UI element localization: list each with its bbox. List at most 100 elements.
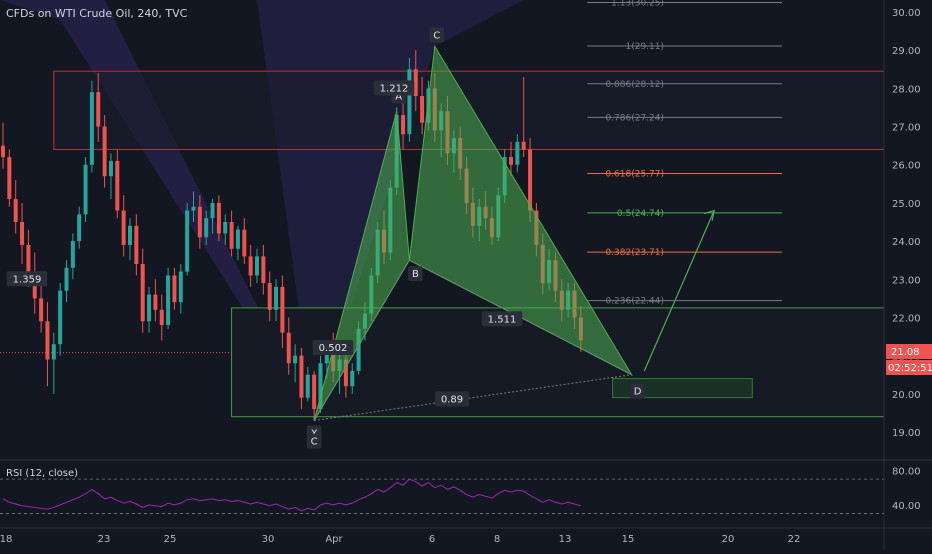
candle-body bbox=[324, 348, 329, 364]
price-tick: 30.00 bbox=[892, 8, 921, 19]
time-tick: 23 bbox=[98, 534, 111, 545]
label-d-bg bbox=[630, 383, 645, 399]
candle-body bbox=[89, 92, 94, 165]
candle-body bbox=[280, 286, 285, 333]
candle-body bbox=[77, 214, 82, 242]
candle-body bbox=[166, 275, 171, 326]
candle-body bbox=[356, 328, 361, 371]
candle-body bbox=[83, 164, 88, 215]
candle-body bbox=[274, 286, 279, 310]
candle-body bbox=[13, 199, 18, 222]
candle-body bbox=[293, 355, 298, 364]
candle-body bbox=[350, 370, 355, 387]
price-tick: 29.00 bbox=[892, 46, 921, 57]
candle-body bbox=[70, 241, 75, 268]
candle-body bbox=[191, 206, 196, 211]
ratio-ac: 1.212 bbox=[380, 83, 409, 94]
time-tick: 13 bbox=[559, 534, 572, 545]
price-tick: 24.00 bbox=[892, 237, 921, 248]
ratio-xd-bg bbox=[435, 391, 469, 407]
ratio-left-bg bbox=[6, 271, 48, 287]
candle-body bbox=[51, 344, 56, 360]
candle-body bbox=[45, 321, 50, 360]
time-tick: 20 bbox=[722, 534, 735, 545]
candle-body bbox=[134, 225, 139, 264]
candle-body bbox=[96, 92, 101, 127]
candle-body bbox=[115, 160, 120, 211]
candle-body bbox=[413, 69, 418, 96]
candle-body bbox=[261, 256, 266, 284]
candle-body bbox=[267, 283, 272, 310]
price-tick: 26.00 bbox=[892, 161, 921, 172]
candle-body bbox=[7, 157, 12, 200]
candle-body bbox=[235, 229, 240, 249]
candle-body bbox=[26, 244, 31, 272]
candle-body bbox=[223, 222, 228, 234]
candle-body bbox=[197, 206, 202, 238]
chart-title: CFDs on WTI Crude Oil, 240, TVC bbox=[6, 7, 188, 20]
time-tick: 6 bbox=[429, 534, 435, 545]
xd-line bbox=[314, 374, 632, 422]
candle-body bbox=[312, 374, 317, 410]
d-zone-box bbox=[612, 378, 753, 399]
countdown-label: 02:52:51 bbox=[888, 363, 932, 374]
candle-body bbox=[128, 225, 132, 245]
time-tick: 30 bbox=[262, 534, 275, 545]
current-price-label: 21.08 bbox=[891, 347, 920, 358]
candle-body bbox=[210, 202, 215, 219]
time-tick: 8 bbox=[494, 534, 500, 545]
candle-body bbox=[248, 256, 253, 276]
target-arrow-line bbox=[643, 210, 715, 372]
time-tick: 25 bbox=[164, 534, 177, 545]
fib-label: 0.886(28.12) bbox=[605, 80, 664, 90]
candle-body bbox=[58, 290, 63, 345]
label-c-bottom: C bbox=[311, 437, 318, 448]
label-a: A bbox=[395, 91, 402, 102]
candle-body bbox=[299, 355, 304, 398]
xb-line bbox=[313, 259, 410, 421]
candle-body bbox=[178, 271, 183, 303]
fib-label: 0.5(24.74) bbox=[617, 209, 664, 219]
price-tick: 19.00 bbox=[892, 428, 921, 439]
rsi-tick: 40.00 bbox=[892, 501, 921, 512]
label-d: D bbox=[634, 387, 642, 398]
candle-body bbox=[20, 222, 25, 245]
time-tick: 22 bbox=[788, 534, 801, 545]
fib-label: 1.13(30.25) bbox=[611, 0, 664, 8]
candle-body bbox=[204, 218, 209, 238]
price-tick: 22.00 bbox=[892, 313, 921, 324]
label-c-top-bg bbox=[429, 27, 445, 43]
candle-body bbox=[401, 115, 406, 135]
candle-body bbox=[108, 160, 113, 177]
fib-levels: 1.13(30.25) 1(29.11) 0.886(28.12) 0.786(27.… bbox=[587, 0, 782, 307]
current-price-tag bbox=[886, 344, 932, 359]
candle-body bbox=[216, 202, 221, 234]
candle-body bbox=[102, 126, 107, 177]
candle-body bbox=[159, 309, 164, 326]
ratio-ac-bg bbox=[373, 80, 415, 96]
rsi-title: RSI (12, close) bbox=[6, 468, 78, 479]
candle-body bbox=[286, 332, 291, 364]
ratio-bd-bg bbox=[481, 311, 523, 327]
ratio-xb: 0.502 bbox=[319, 343, 348, 354]
ratio-xb-bg bbox=[312, 340, 354, 355]
rsi-line bbox=[2, 478, 581, 512]
price-tick: 25.00 bbox=[892, 199, 921, 210]
price-tick: 20.00 bbox=[892, 390, 921, 401]
rsi-tick: 80.00 bbox=[892, 467, 921, 478]
fib-label: 0.382(23.71) bbox=[605, 248, 664, 258]
candle-body bbox=[172, 275, 177, 303]
candle-body bbox=[147, 294, 152, 322]
candle-body bbox=[121, 210, 126, 245]
time-tick: 18 bbox=[0, 534, 12, 545]
fib-label: 0.618(25.77) bbox=[605, 170, 664, 180]
price-tick: 28.00 bbox=[892, 84, 921, 95]
candle-body bbox=[39, 298, 44, 322]
candle-body bbox=[242, 229, 247, 257]
candle-body bbox=[229, 222, 234, 249]
time-tick: Apr bbox=[325, 534, 343, 545]
